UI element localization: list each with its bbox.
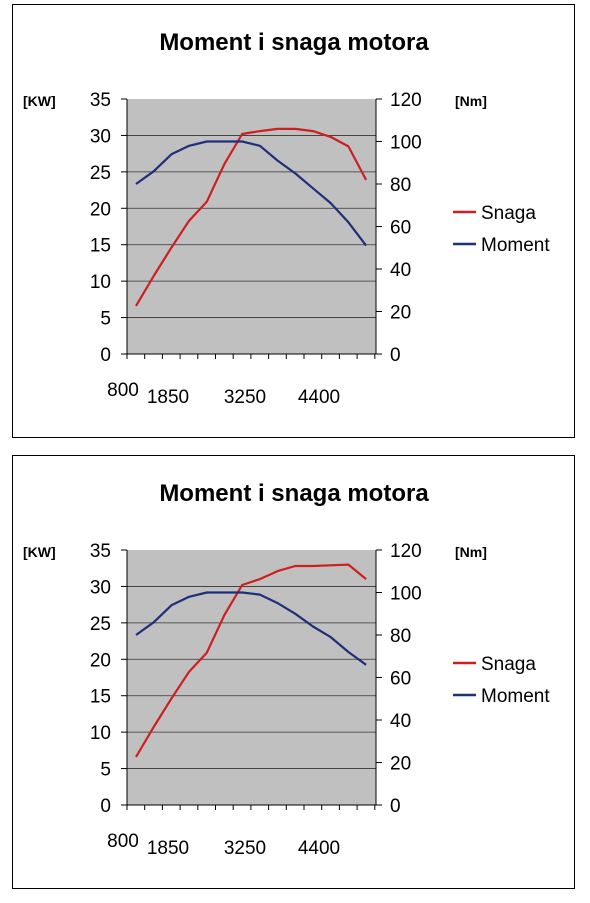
chart2-title: Moment i snaga motora <box>159 480 429 507</box>
chart1-right-tick-label: 20 <box>390 303 411 324</box>
chart1-right-tick-label: 120 <box>390 90 422 111</box>
chart1-left-tick-label: 35 <box>90 90 111 111</box>
chart1-right-axis-unit: [Nm] <box>455 93 487 109</box>
chart2-left-axis-unit: [KW] <box>23 544 56 560</box>
chart2-right-tick-label: 120 <box>390 541 422 562</box>
chart1-x-tick-label: 4400 <box>298 387 340 408</box>
chart2-plot-area <box>127 550 376 805</box>
chart1-x-tick-label: 800 <box>107 380 139 401</box>
chart2-x-tick-label: 1850 <box>147 838 189 859</box>
chart2-right-tick-label: 20 <box>390 754 411 775</box>
chart2-left-tick-label: 10 <box>90 723 111 744</box>
chart2-right-tick-label: 100 <box>390 584 422 605</box>
chart2-left-tick-label: 20 <box>90 650 111 671</box>
chart1-left-axis-unit: [KW] <box>23 93 56 109</box>
chart1-left-tick-label: 5 <box>100 309 111 330</box>
chart2-right-tick-label: 80 <box>390 626 411 647</box>
chart1-legend-label-moment: Moment <box>481 235 550 256</box>
chart1-right-tick-label: 0 <box>390 345 401 366</box>
chart-panel-1: Moment i snaga motora [KW] [Nm] 35 30 25 20 15 1… <box>12 4 575 438</box>
chart2-x-tick-label: 4400 <box>298 838 340 859</box>
chart2-left-tick-label: 35 <box>90 541 111 562</box>
chart2-right-tick-label: 60 <box>390 669 411 690</box>
chart1-right-tick-label: 80 <box>390 175 411 196</box>
chart1-left-tick-label: 0 <box>100 345 111 366</box>
chart1-right-tick-label: 60 <box>390 218 411 239</box>
chart-1-svg: Moment i snaga motora [KW] [Nm] 35 30 25 20 15 1… <box>23 29 550 408</box>
chart2-right-tick-label: 0 <box>390 796 401 817</box>
chart2-left-tick-label: 0 <box>100 796 111 817</box>
chart2-left-tick-label: 15 <box>90 687 111 708</box>
chart1-right-tick-label: 100 <box>390 133 422 154</box>
chart2-left-tick-label: 30 <box>90 577 111 598</box>
chart1-series-moment-line <box>135 140 367 247</box>
chart1-left-tick-label: 15 <box>90 236 111 257</box>
chart1-left-tick-label: 25 <box>90 163 111 184</box>
chart2-legend-label-moment: Moment <box>481 686 550 707</box>
chart2-right-tick-label: 40 <box>390 711 411 732</box>
chart2-x-tick-label: 800 <box>107 831 139 852</box>
chart1-left-tick-label: 10 <box>90 272 111 293</box>
chart-2-svg: Moment i snaga motora [KW] [Nm] 35 30 25 20 15 1… <box>23 480 550 859</box>
chart1-x-tick-label: 3250 <box>224 387 266 408</box>
chart1-x-tick-label: 1850 <box>147 387 189 408</box>
chart2-legend-label-snaga: Snaga <box>481 654 536 675</box>
chart2-left-tick-label: 5 <box>100 760 111 781</box>
chart1-left-tick-label: 20 <box>90 199 111 220</box>
chart2-x-tick-label: 3250 <box>224 838 266 859</box>
chart2-series-moment-line <box>135 591 367 666</box>
chart1-plot-area <box>127 99 376 354</box>
chart1-right-tick-label: 40 <box>390 260 411 281</box>
chart1-left-tick-label: 30 <box>90 126 111 147</box>
chart-panel-2: Moment i snaga motora [KW] [Nm] 35 30 25 20 15 1… <box>12 455 575 889</box>
chart1-title: Moment i snaga motora <box>159 29 429 56</box>
chart2-left-tick-label: 25 <box>90 614 111 635</box>
chart1-legend-label-snaga: Snaga <box>481 203 536 224</box>
chart1-series-snaga-line <box>135 127 368 307</box>
chart2-right-axis-unit: [Nm] <box>455 544 487 560</box>
chart2-series-snaga-line <box>135 563 367 758</box>
